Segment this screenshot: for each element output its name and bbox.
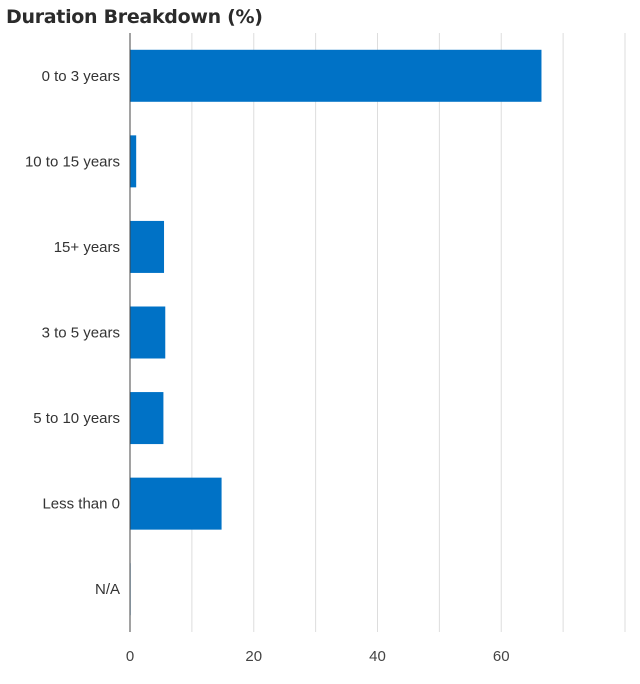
bar — [130, 220, 165, 273]
category-label: 5 to 10 years — [33, 410, 120, 427]
bar — [130, 135, 137, 188]
x-tick-label: 0 — [126, 648, 134, 665]
category-label: N/A — [95, 581, 120, 598]
category-label: Less than 0 — [42, 496, 120, 513]
x-tick-label: 40 — [369, 648, 386, 665]
x-tick-label: 60 — [493, 648, 510, 665]
bar — [130, 49, 542, 102]
bar — [130, 392, 164, 445]
category-label: 10 to 15 years — [25, 153, 120, 170]
chart-title: Duration Breakdown (%) — [6, 6, 263, 28]
category-label: 0 to 3 years — [42, 68, 120, 85]
category-label: 3 to 5 years — [42, 325, 120, 342]
bar — [130, 306, 166, 359]
bar — [130, 477, 222, 530]
category-label: 15+ years — [54, 239, 120, 256]
x-tick-label: 20 — [245, 648, 262, 665]
